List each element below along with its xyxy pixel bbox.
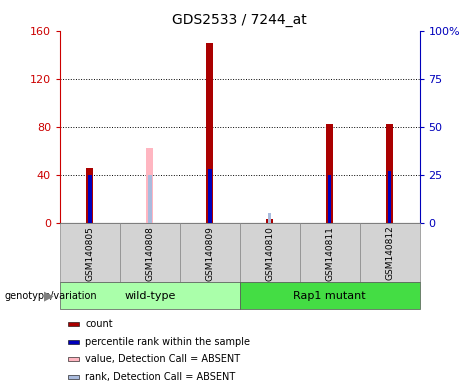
Bar [148,175,152,223]
Text: GSM140805: GSM140805 [85,226,95,281]
Bar [388,171,391,223]
Bar [268,213,272,223]
Bar [68,322,79,326]
Bar [60,282,240,309]
Bar [68,375,79,379]
Bar [328,175,331,223]
Text: GSM140808: GSM140808 [145,226,154,281]
Bar [68,357,79,361]
Bar [266,219,273,223]
Text: rank, Detection Call = ABSENT: rank, Detection Call = ABSENT [85,372,236,382]
Bar [326,124,333,223]
Text: GSM140812: GSM140812 [385,226,394,280]
Bar [88,175,92,223]
Bar [386,124,393,223]
Text: value, Detection Call = ABSENT: value, Detection Call = ABSENT [85,354,241,364]
Bar [68,340,79,344]
Bar [86,167,94,223]
Bar [240,223,300,282]
Text: GSM140810: GSM140810 [265,226,274,281]
Text: count: count [85,319,113,329]
Text: genotype/variation: genotype/variation [5,291,97,301]
Text: percentile rank within the sample: percentile rank within the sample [85,337,250,347]
Text: Rap1 mutant: Rap1 mutant [293,291,366,301]
Bar [120,223,180,282]
Text: ▶: ▶ [44,289,54,302]
Text: GSM140809: GSM140809 [205,226,214,281]
Bar [300,223,360,282]
Bar [180,223,240,282]
Bar [206,43,213,223]
Title: GDS2533 / 7244_at: GDS2533 / 7244_at [172,13,307,27]
Text: wild-type: wild-type [124,291,176,301]
Text: GSM140811: GSM140811 [325,226,334,281]
Bar [208,169,212,223]
Bar [146,148,154,223]
Bar [360,223,420,282]
Bar [60,223,120,282]
Bar [240,282,420,309]
